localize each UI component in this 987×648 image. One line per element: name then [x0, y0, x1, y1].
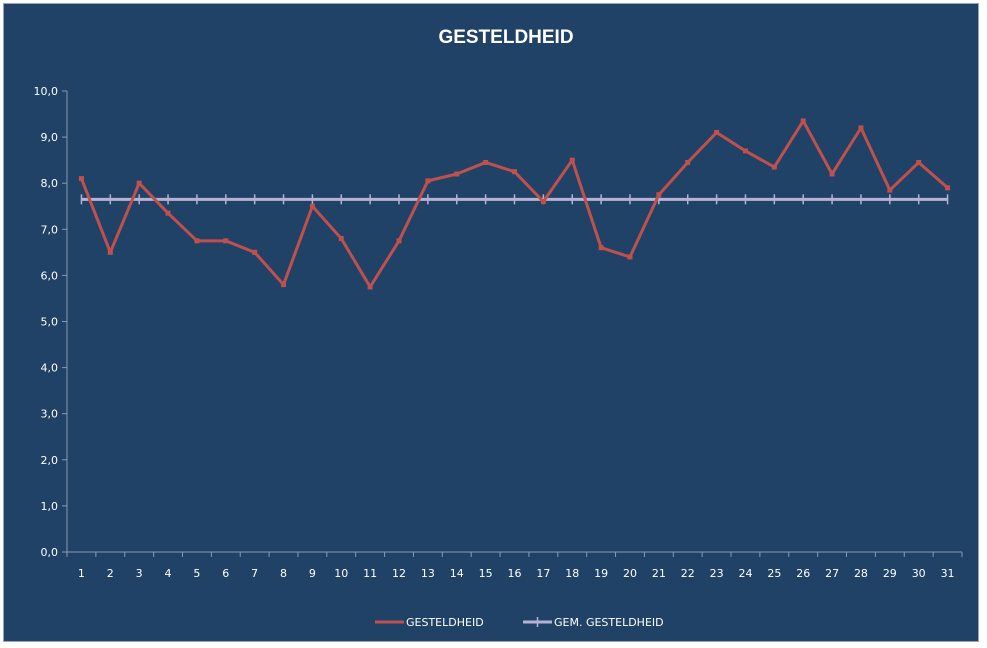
data-point-gesteldheid [512, 169, 517, 175]
x-tick-label: 8 [280, 567, 287, 580]
y-tick-label: 9,0 [41, 131, 59, 144]
x-tick-label: 25 [767, 567, 781, 580]
data-point-gesteldheid [136, 180, 142, 186]
data-point-gesteldheid [598, 245, 604, 251]
x-tick-label: 9 [309, 567, 316, 580]
data-point-gesteldheid [425, 178, 431, 184]
x-tick-label: 14 [450, 567, 464, 580]
x-tick-label: 1 [78, 567, 85, 580]
y-tick-label: 10,0 [34, 85, 59, 98]
data-point-gesteldheid [252, 249, 258, 255]
x-tick-label: 24 [738, 567, 752, 580]
line-chart: GESTELDHEID 0,0 1,0 2,0 3,0 4,0 5,0 6,0 7,0 8,0 9… [34, 27, 963, 629]
x-tick-label: 12 [392, 567, 406, 580]
x-tick-label: 26 [796, 567, 810, 580]
data-point-gesteldheid [483, 159, 489, 165]
data-point-gesteldheid [656, 192, 662, 198]
x-tick-label: 2 [107, 567, 114, 580]
y-tick-label: 7,0 [41, 223, 59, 236]
data-point-gesteldheid [223, 238, 229, 244]
data-point-gesteldheid [281, 282, 287, 288]
data-point-gesteldheid [309, 203, 315, 209]
x-tick-label: 31 [941, 567, 955, 580]
chart-title: GESTELDHEID [438, 27, 573, 48]
legend-label-gem-gesteldheid: GEM. GESTELDHEID [554, 616, 664, 629]
data-point-gesteldheid [714, 129, 720, 135]
data-point-gesteldheid [194, 238, 200, 244]
data-point-gesteldheid [338, 236, 344, 242]
legend-label-gesteldheid: GESTELDHEID [406, 616, 484, 629]
y-tick-label: 6,0 [41, 269, 59, 282]
x-tick-label: 16 [508, 567, 522, 580]
x-tick-label: 3 [136, 567, 143, 580]
x-tick-label: 7 [251, 567, 258, 580]
x-tick-label: 19 [594, 567, 608, 580]
data-point-gesteldheid [685, 159, 691, 165]
y-tick-label: 0,0 [41, 546, 59, 559]
data-point-gesteldheid [396, 238, 402, 244]
x-tick-label: 21 [652, 567, 666, 580]
data-point-gesteldheid [367, 284, 373, 290]
data-point-gesteldheid [742, 148, 748, 154]
series-layer [78, 118, 951, 290]
data-point-gesteldheid [454, 171, 460, 177]
y-tick-label: 2,0 [41, 454, 59, 467]
x-tick-label: 11 [363, 567, 377, 580]
y-tick-label: 3,0 [41, 408, 59, 421]
x-tick-label: 29 [883, 567, 897, 580]
y-tick-label: 1,0 [41, 500, 59, 513]
x-tick-label: 4 [165, 567, 172, 580]
x-tick-label: 10 [334, 567, 348, 580]
data-point-gesteldheid [771, 164, 777, 170]
x-tick-label: 17 [536, 567, 550, 580]
data-point-gesteldheid [627, 254, 633, 260]
x-tick-label: 27 [825, 567, 839, 580]
legend: GESTELDHEID GEM. GESTELDHEID [375, 616, 664, 629]
data-point-gesteldheid [829, 171, 835, 177]
y-tick-label: 4,0 [41, 362, 59, 375]
data-point-gesteldheid [165, 210, 171, 216]
axes: 0,01,02,03,04,05,06,07,08,09,010,01 2 3 4 5 6… [34, 85, 963, 580]
x-tick-label: 15 [479, 567, 493, 580]
data-point-gesteldheid [800, 118, 806, 124]
y-tick-label: 5,0 [41, 316, 59, 329]
data-point-gesteldheid [540, 199, 546, 205]
chart-frame: GESTELDHEID 0,0 1,0 2,0 3,0 4,0 5,0 6,0 7,0 8,0 9… [3, 3, 979, 642]
x-tick-label: 5 [193, 567, 200, 580]
data-point-gesteldheid [569, 157, 575, 163]
data-point-gesteldheid [107, 249, 113, 255]
data-point-gesteldheid [916, 159, 922, 165]
x-tick-label: 20 [623, 567, 637, 580]
x-tick-label: 13 [421, 567, 435, 580]
x-tick-label: 28 [854, 567, 868, 580]
x-tick-label: 23 [710, 567, 724, 580]
x-tick-label: 30 [912, 567, 926, 580]
data-point-gesteldheid [858, 125, 864, 131]
data-point-gesteldheid [887, 187, 893, 193]
x-tick-label: 6 [222, 567, 229, 580]
x-tick-label: 22 [681, 567, 695, 580]
data-point-gesteldheid [78, 176, 84, 182]
y-tick-label: 8,0 [41, 177, 59, 190]
x-tick-label: 18 [565, 567, 579, 580]
data-point-gesteldheid [945, 185, 951, 191]
